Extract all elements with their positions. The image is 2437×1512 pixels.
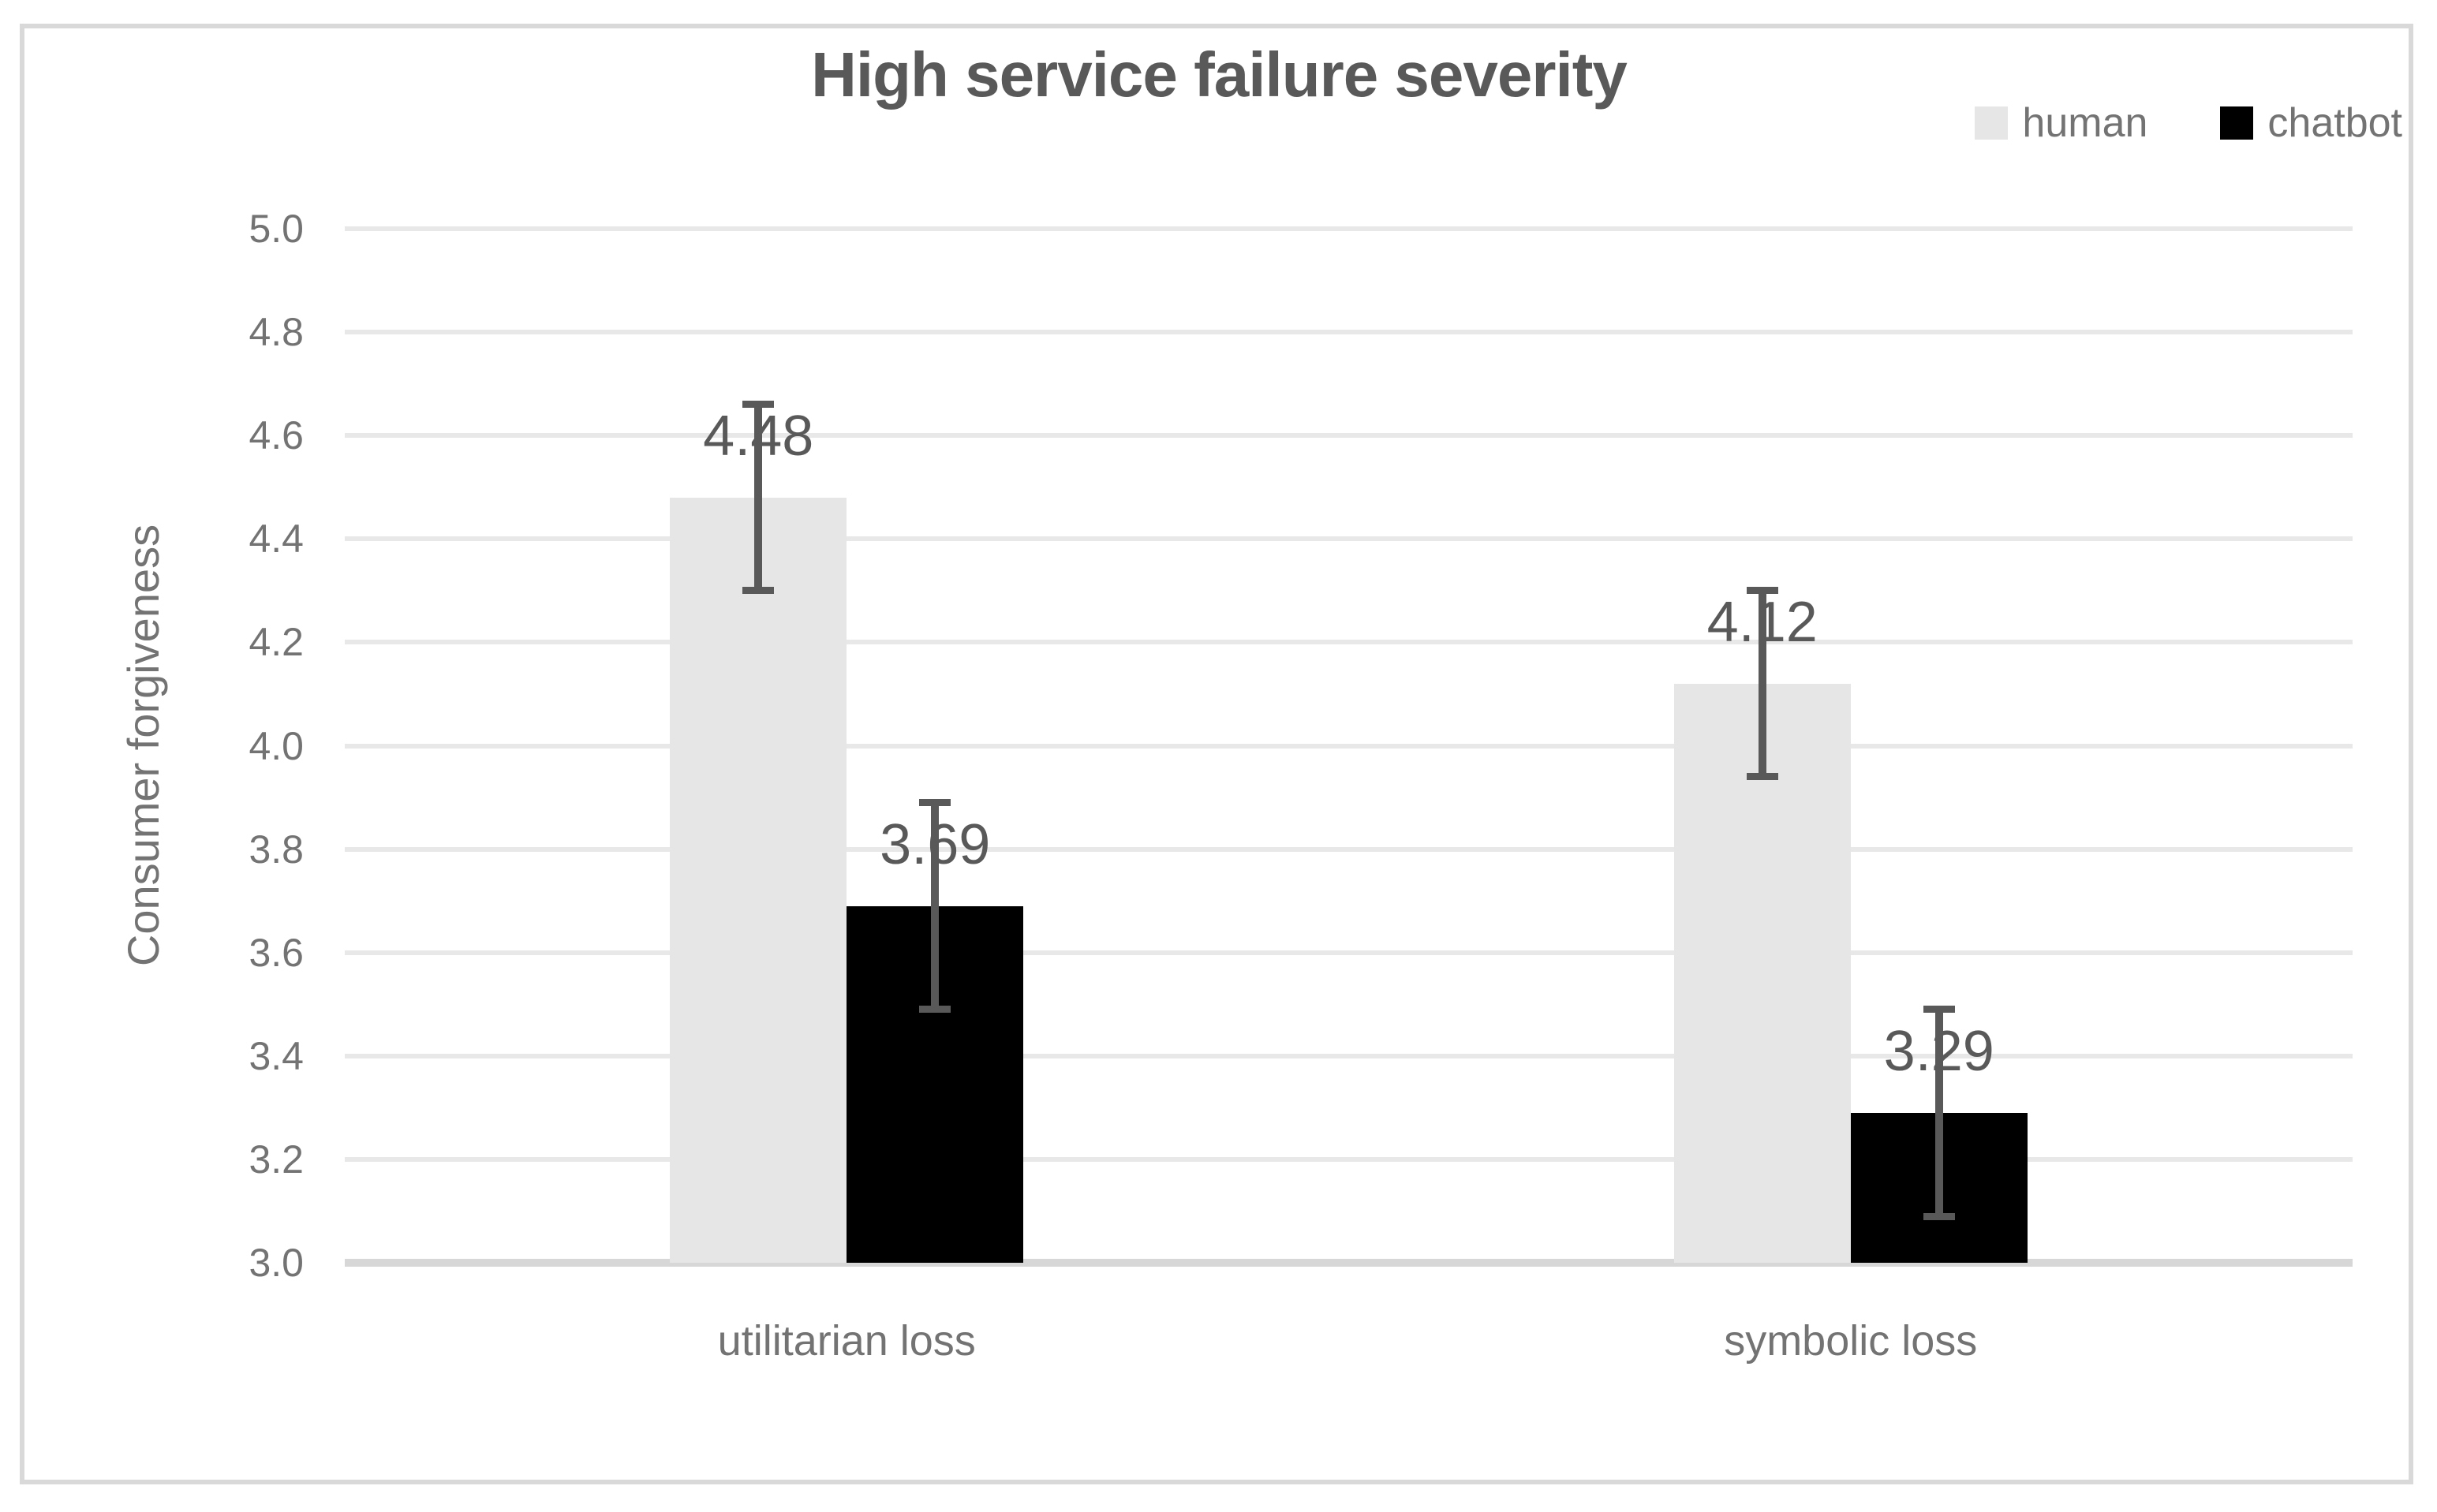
- gridline: [345, 743, 2353, 749]
- error-bar-cap-top: [919, 799, 951, 807]
- legend: human chatbot: [1975, 103, 2402, 144]
- legend-swatch-chatbot: [2220, 106, 2254, 140]
- x-axis-baseline: [345, 1259, 2353, 1267]
- y-tick-label: 4.2: [249, 620, 304, 665]
- bar-value-label: 3.29: [1883, 1019, 1994, 1083]
- legend-swatch-human: [1975, 106, 2009, 140]
- error-bar-line: [1934, 1009, 1943, 1216]
- error-bar-cap-bottom: [1923, 1212, 1955, 1220]
- error-bar-line: [754, 404, 763, 591]
- gridline: [345, 536, 2353, 542]
- gridline: [345, 433, 2353, 439]
- y-tick-label: 4.4: [249, 517, 304, 562]
- bar-human-0: [670, 497, 847, 1263]
- error-bar-cap-bottom: [919, 1006, 951, 1014]
- y-tick-label: 5.0: [249, 207, 304, 251]
- gridline: [345, 950, 2353, 955]
- error-bar-line: [931, 802, 940, 1010]
- y-tick-label: 4.6: [249, 413, 304, 458]
- error-bar-cap-bottom: [1746, 773, 1778, 781]
- gridline: [345, 640, 2353, 645]
- gridline: [345, 1156, 2353, 1162]
- error-bar-cap-top: [1746, 587, 1778, 595]
- y-tick-label: 3.8: [249, 827, 304, 872]
- error-bar-cap-top: [1923, 1006, 1955, 1014]
- legend-item-human: human: [1975, 103, 2147, 144]
- bar-value-label: 4.12: [1706, 590, 1818, 654]
- y-tick-label: 3.4: [249, 1033, 304, 1078]
- error-bar-cap-top: [742, 401, 775, 409]
- x-category-label: symbolic loss: [1724, 1317, 1978, 1365]
- gridline: [345, 846, 2353, 852]
- x-category-label: utilitarian loss: [717, 1317, 976, 1365]
- bar-value-label: 3.69: [880, 812, 991, 876]
- y-tick-label: 3.6: [249, 930, 304, 975]
- y-tick-label: 3.2: [249, 1137, 304, 1182]
- y-tick-label: 3.0: [249, 1241, 304, 1285]
- gridline: [345, 226, 2353, 231]
- y-tick-label: 4.8: [249, 310, 304, 355]
- chart-title: High service failure severity: [811, 39, 1628, 110]
- error-bar-line: [1758, 590, 1766, 777]
- gridline: [345, 1053, 2353, 1058]
- y-tick-label: 4.0: [249, 723, 304, 768]
- legend-item-chatbot: chatbot: [2220, 103, 2402, 144]
- bar-value-label: 4.48: [703, 404, 814, 468]
- error-bar-cap-bottom: [742, 587, 775, 595]
- legend-label-human: human: [2022, 100, 2148, 146]
- legend-label-chatbot: chatbot: [2267, 100, 2402, 146]
- gridline: [345, 330, 2353, 335]
